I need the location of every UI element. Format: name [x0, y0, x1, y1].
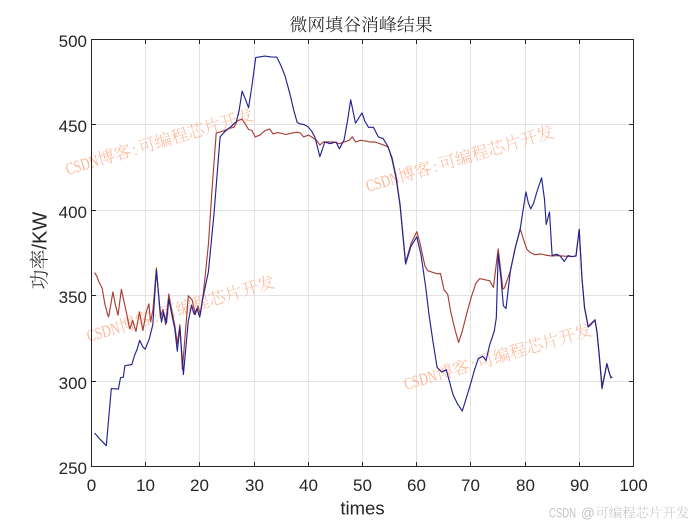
svg-text:70: 70 [461, 476, 480, 495]
svg-text:300: 300 [59, 374, 87, 393]
svg-text:60: 60 [407, 476, 426, 495]
svg-text:400: 400 [59, 203, 87, 222]
svg-text:20: 20 [190, 476, 209, 495]
svg-text:500: 500 [59, 32, 87, 51]
svg-text:250: 250 [59, 459, 87, 478]
svg-text:@: @ [581, 506, 595, 521]
svg-text:50: 50 [353, 476, 372, 495]
svg-text:90: 90 [570, 476, 589, 495]
svg-text:CSDN: CSDN [549, 506, 576, 521]
svg-text:40: 40 [299, 476, 318, 495]
svg-text::: : [152, 309, 161, 326]
svg-text:times: times [340, 497, 384, 518]
svg-text:450: 450 [59, 117, 87, 136]
svg-text:0: 0 [87, 476, 96, 495]
svg-text::: : [469, 357, 478, 374]
svg-text::: : [431, 159, 440, 176]
svg-text:30: 30 [245, 476, 264, 495]
svg-text:100: 100 [619, 476, 647, 495]
svg-text:/KW: /KW [30, 212, 52, 250]
svg-text:350: 350 [59, 288, 87, 307]
svg-text:10: 10 [136, 476, 155, 495]
svg-text::: : [131, 142, 140, 159]
svg-text:80: 80 [516, 476, 535, 495]
